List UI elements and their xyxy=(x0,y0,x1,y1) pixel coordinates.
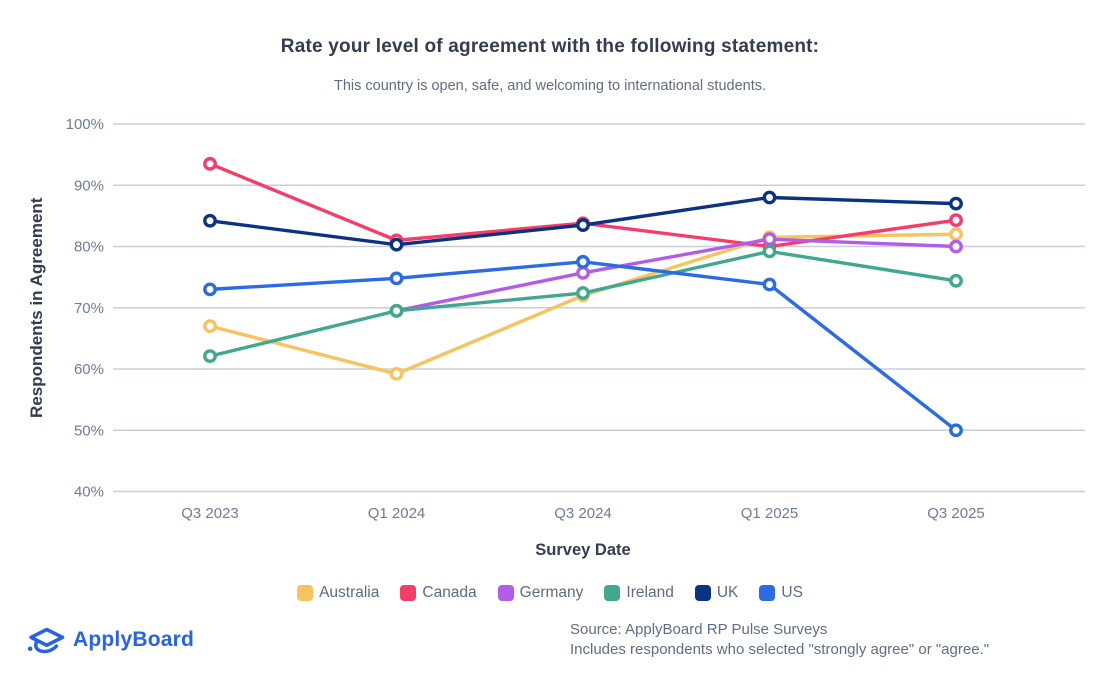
x-tick-label: Q3 2025 xyxy=(927,505,985,522)
legend-label: Australia xyxy=(319,584,380,601)
chart-title: Rate your level of agreement with the fo… xyxy=(280,36,820,57)
line-chart-plot: 100% 90% 80% 70% 60% 50% 40% Respondents in Agr… xyxy=(27,116,1085,559)
data-point-ireland xyxy=(949,273,963,288)
y-tick-label: 50% xyxy=(74,422,104,439)
source-note: Source: ApplyBoard RP Pulse Surveys Incl… xyxy=(570,620,989,660)
data-point-uk xyxy=(762,190,777,205)
legend-swatch-uk xyxy=(694,585,711,601)
data-point-uk xyxy=(389,237,404,252)
brand-logo: ApplyBoard xyxy=(24,620,194,660)
x-axis-title: Survey Date xyxy=(535,541,630,559)
legend-swatch-ireland xyxy=(604,585,621,601)
chart-legend: Australia Canada Germany Ireland UK US xyxy=(0,584,1100,602)
data-point-australia xyxy=(203,319,217,334)
data-point-ireland xyxy=(389,303,404,318)
data-point-germany xyxy=(576,265,590,280)
data-point-australia xyxy=(949,227,963,242)
legend-label: US xyxy=(781,584,803,601)
data-point-us xyxy=(576,254,590,269)
legend-swatch-canada xyxy=(400,585,417,601)
y-tick-label: 70% xyxy=(74,300,104,317)
data-point-us xyxy=(762,277,777,292)
y-tick-label: 60% xyxy=(74,361,104,378)
legend-label: Canada xyxy=(422,584,477,601)
y-tick-label: 80% xyxy=(74,239,104,256)
data-point-us xyxy=(949,423,963,438)
data-point-germany xyxy=(762,232,777,247)
data-point-germany xyxy=(949,239,963,254)
legend-label: Germany xyxy=(519,584,584,601)
data-point-uk xyxy=(576,218,590,232)
legend-swatch-germany xyxy=(497,585,514,601)
data-point-uk xyxy=(203,213,217,228)
legend-item-ireland: Ireland xyxy=(604,584,674,602)
y-tick-label: 90% xyxy=(74,177,104,194)
data-point-ireland xyxy=(762,244,777,259)
legend-item-us: US xyxy=(759,584,803,602)
legend-swatch-australia xyxy=(297,585,314,601)
source-line-2: Includes respondents who selected "stron… xyxy=(570,641,990,658)
legend-label: Ireland xyxy=(626,584,674,601)
legend-item-germany: Germany xyxy=(497,584,584,602)
legend-item-canada: Canada xyxy=(400,584,477,602)
data-point-ireland xyxy=(203,349,217,364)
x-tick-label: Q3 2024 xyxy=(554,505,612,522)
x-tick-label: Q1 2025 xyxy=(741,505,799,522)
data-point-ireland xyxy=(576,286,590,300)
data-point-us xyxy=(389,271,404,286)
data-point-us xyxy=(203,282,217,297)
x-tick-label: Q1 2024 xyxy=(368,505,426,522)
data-point-uk xyxy=(949,196,963,211)
legend-item-australia: Australia xyxy=(297,584,379,602)
legend-swatch-us xyxy=(759,585,776,601)
data-point-canada xyxy=(949,213,963,228)
legend-label: UK xyxy=(716,584,739,601)
data-point-canada xyxy=(203,156,217,171)
brand-logo-text: ApplyBoard xyxy=(73,628,195,651)
source-line-1: Source: ApplyBoard RP Pulse Surveys xyxy=(570,621,828,638)
chart-subtitle: This country is open, safe, and welcomin… xyxy=(333,78,767,94)
series-line-germany xyxy=(394,237,958,313)
y-tick-label: 100% xyxy=(66,116,104,133)
y-tick-label: 40% xyxy=(74,484,104,501)
y-axis-title: Respondents in Agreement xyxy=(27,197,46,418)
data-point-australia xyxy=(389,366,404,381)
legend-item-uk: UK xyxy=(694,584,739,602)
x-tick-label: Q3 2023 xyxy=(181,505,239,522)
graduation-cap-icon xyxy=(27,627,65,654)
